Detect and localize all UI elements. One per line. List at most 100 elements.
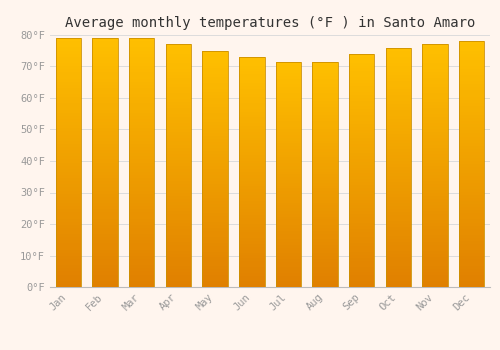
Bar [459, 192, 484, 195]
Bar [386, 71, 411, 75]
Bar [56, 54, 81, 57]
Bar [56, 116, 81, 119]
Bar [166, 48, 191, 50]
Bar [276, 284, 301, 287]
Bar [129, 100, 154, 104]
Bar [129, 122, 154, 125]
Bar [422, 220, 448, 223]
Bar [312, 180, 338, 183]
Bar [386, 179, 411, 182]
Bar [386, 119, 411, 122]
Bar [129, 169, 154, 172]
Bar [422, 247, 448, 251]
Bar [386, 57, 411, 60]
Bar [129, 88, 154, 91]
Bar [312, 231, 338, 233]
Bar [276, 98, 301, 101]
Bar [312, 62, 338, 287]
Bar [386, 257, 411, 260]
Bar [129, 265, 154, 268]
Bar [92, 212, 118, 216]
Bar [56, 216, 81, 218]
Bar [312, 242, 338, 245]
Bar [202, 83, 228, 86]
Bar [349, 197, 374, 199]
Bar [386, 90, 411, 92]
Bar [92, 265, 118, 268]
Bar [386, 134, 411, 137]
Bar [459, 81, 484, 84]
Bar [349, 214, 374, 217]
Bar [349, 261, 374, 264]
Bar [312, 90, 338, 93]
Bar [386, 155, 411, 158]
Bar [349, 95, 374, 98]
Bar [422, 199, 448, 202]
Bar [129, 222, 154, 225]
Bar [239, 57, 264, 60]
Bar [56, 135, 81, 138]
Bar [349, 267, 374, 270]
Bar [386, 182, 411, 185]
Bar [422, 60, 448, 63]
Bar [276, 118, 301, 121]
Bar [56, 76, 81, 79]
Bar [422, 202, 448, 205]
Bar [239, 181, 264, 183]
Bar [386, 188, 411, 191]
Bar [92, 72, 118, 76]
Bar [202, 246, 228, 248]
Bar [166, 190, 191, 193]
Bar [129, 82, 154, 85]
Bar [349, 153, 374, 156]
Bar [239, 189, 264, 192]
Bar [349, 162, 374, 164]
Bar [386, 149, 411, 152]
Bar [349, 112, 374, 115]
Bar [92, 104, 118, 107]
Bar [349, 191, 374, 194]
Bar [56, 69, 81, 72]
Bar [349, 127, 374, 130]
Bar [56, 240, 81, 244]
Bar [422, 263, 448, 266]
Bar [459, 78, 484, 81]
Bar [92, 144, 118, 147]
Bar [56, 284, 81, 287]
Bar [349, 173, 374, 176]
Bar [276, 180, 301, 183]
Bar [92, 206, 118, 209]
Bar [129, 259, 154, 262]
Bar [56, 113, 81, 116]
Bar [386, 144, 411, 146]
Bar [349, 63, 374, 65]
Bar [239, 106, 264, 109]
Bar [386, 152, 411, 155]
Bar [56, 91, 81, 94]
Bar [349, 86, 374, 89]
Bar [422, 169, 448, 172]
Bar [129, 206, 154, 209]
Bar [312, 104, 338, 107]
Bar [312, 239, 338, 242]
Bar [92, 194, 118, 197]
Bar [422, 272, 448, 275]
Bar [459, 112, 484, 115]
Bar [422, 139, 448, 141]
Bar [239, 175, 264, 178]
Bar [422, 205, 448, 208]
Bar [276, 135, 301, 138]
Bar [422, 90, 448, 93]
Bar [349, 104, 374, 106]
Bar [202, 51, 228, 54]
Bar [92, 184, 118, 188]
Bar [459, 161, 484, 164]
Bar [202, 104, 228, 107]
Bar [349, 270, 374, 272]
Bar [166, 214, 191, 217]
Bar [129, 188, 154, 190]
Bar [276, 214, 301, 217]
Bar [422, 193, 448, 196]
Bar [386, 117, 411, 119]
Bar [386, 281, 411, 284]
